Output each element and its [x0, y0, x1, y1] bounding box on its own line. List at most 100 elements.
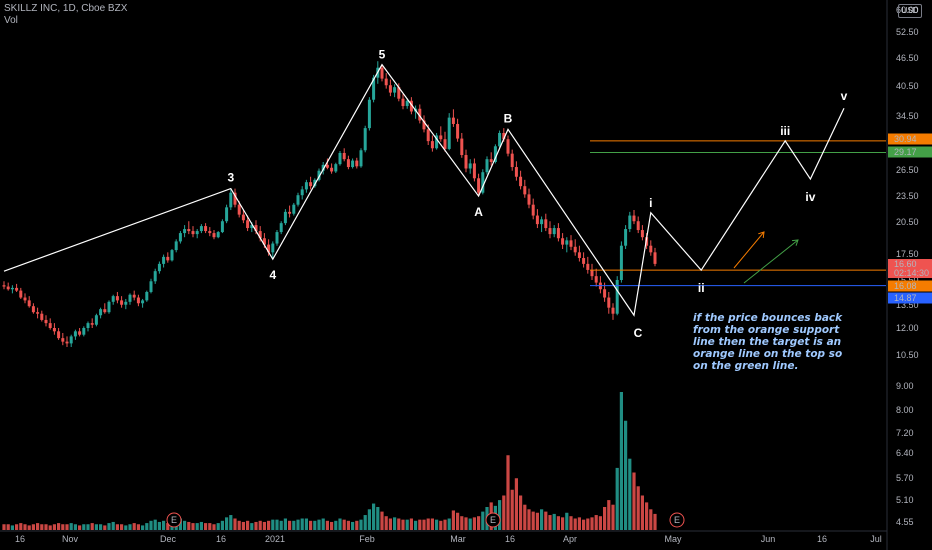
- earnings-marker-label: E: [490, 515, 496, 525]
- candle-body: [481, 172, 485, 193]
- volume-bar: [355, 520, 359, 530]
- wave-label-ii: ii: [698, 281, 705, 295]
- volume-bar: [6, 524, 10, 530]
- volume-bar: [640, 495, 644, 530]
- price-tick-label: 9.00: [896, 381, 914, 391]
- price-tick-label: 40.50: [896, 81, 919, 91]
- time-tick-label: 16: [216, 534, 226, 544]
- time-tick-label: 16: [817, 534, 827, 544]
- volume-bar: [57, 523, 61, 530]
- volume-bar: [40, 524, 44, 530]
- time-tick-label: Dec: [160, 534, 177, 544]
- volume-bar: [279, 520, 283, 530]
- wave-label-3: 3: [227, 171, 234, 185]
- candle-body: [195, 231, 199, 235]
- candle-body: [351, 160, 355, 168]
- volume-bar: [531, 511, 535, 530]
- candle-body: [430, 141, 434, 149]
- volume-bar: [313, 520, 317, 530]
- volume-bar: [267, 520, 271, 530]
- candle-body: [178, 233, 182, 242]
- volume-bar: [380, 511, 384, 530]
- price-tick-label: 23.50: [896, 191, 919, 201]
- volume-bar: [556, 516, 560, 530]
- volume-bar: [464, 517, 468, 530]
- candle-body: [619, 245, 623, 280]
- candle-body: [309, 182, 313, 187]
- orange-trend-arrow-head: [758, 231, 765, 239]
- candle-body: [342, 152, 346, 160]
- candle-body: [296, 195, 300, 205]
- wave-label-C: C: [634, 326, 643, 340]
- time-tick-label: 16: [15, 534, 25, 544]
- candle-body: [300, 189, 304, 196]
- volume-label[interactable]: Vol: [4, 15, 18, 26]
- symbol-line[interactable]: SKILLZ INC, 1D, Cboe BZX: [4, 3, 128, 14]
- wave-label-A: A: [474, 205, 483, 219]
- volume-bar: [10, 525, 14, 530]
- volume-bar: [397, 518, 401, 530]
- candle-body: [283, 211, 287, 224]
- candle-body: [372, 77, 376, 100]
- volume-bar: [359, 519, 363, 530]
- candle-body: [363, 128, 367, 151]
- time-tick-label: 2021: [265, 534, 285, 544]
- volume-bar: [107, 523, 111, 530]
- candle-body: [653, 252, 657, 264]
- candle-body: [19, 290, 23, 298]
- volume-bar: [502, 495, 506, 530]
- price-tick-label: 10.50: [896, 350, 919, 360]
- volume-bar: [132, 523, 136, 530]
- candle-body: [94, 315, 98, 325]
- price-tick-label: 4.55: [896, 517, 914, 527]
- candle-body: [393, 87, 397, 93]
- volume-bar: [27, 525, 31, 530]
- candle-body: [271, 243, 275, 253]
- candle-body: [317, 170, 321, 180]
- volume-bar: [535, 512, 539, 530]
- volume-bar: [136, 524, 140, 530]
- candle-body: [166, 256, 170, 261]
- volume-bar: [460, 516, 464, 530]
- candle-body: [52, 328, 56, 332]
- volume-bar: [48, 525, 52, 530]
- volume-bar: [220, 520, 224, 530]
- volume-bar: [178, 518, 182, 530]
- candle-body: [603, 289, 607, 298]
- price-tick-label: 6.40: [896, 448, 914, 458]
- volume-bar: [2, 524, 6, 530]
- volume-bar: [120, 524, 124, 530]
- volume-bar: [338, 518, 342, 530]
- candle-body: [325, 164, 329, 168]
- candle-body: [636, 221, 640, 231]
- candle-body: [573, 246, 577, 253]
- candle-body: [145, 291, 149, 301]
- volume-bar: [645, 502, 649, 530]
- candle-body: [69, 336, 73, 344]
- volume-bar: [73, 524, 77, 530]
- volume-bar: [149, 520, 153, 530]
- price-label-box: [888, 259, 932, 269]
- candle-body: [216, 232, 220, 238]
- candle-body: [485, 159, 489, 173]
- candle-body: [141, 300, 145, 304]
- time-tick-label: Feb: [359, 534, 375, 544]
- currency-badge[interactable]: USD: [898, 4, 922, 18]
- volume-bar: [65, 524, 69, 530]
- earnings-marker-icon: [166, 512, 182, 528]
- candle-body: [208, 231, 212, 234]
- volume-bar: [94, 524, 98, 530]
- volume-bar: [237, 520, 241, 530]
- candle-body: [346, 159, 350, 168]
- candle-body: [577, 252, 581, 259]
- price-tick-label: 17.50: [896, 249, 919, 259]
- price-tick-label: 8.00: [896, 405, 914, 415]
- volume-bar: [506, 455, 510, 530]
- volume-bar: [330, 521, 334, 530]
- volume-bar: [124, 525, 128, 530]
- candle-body: [220, 221, 224, 233]
- volume-bar: [611, 504, 615, 530]
- price-tick-label: 7.20: [896, 428, 914, 438]
- candle-body: [502, 132, 506, 140]
